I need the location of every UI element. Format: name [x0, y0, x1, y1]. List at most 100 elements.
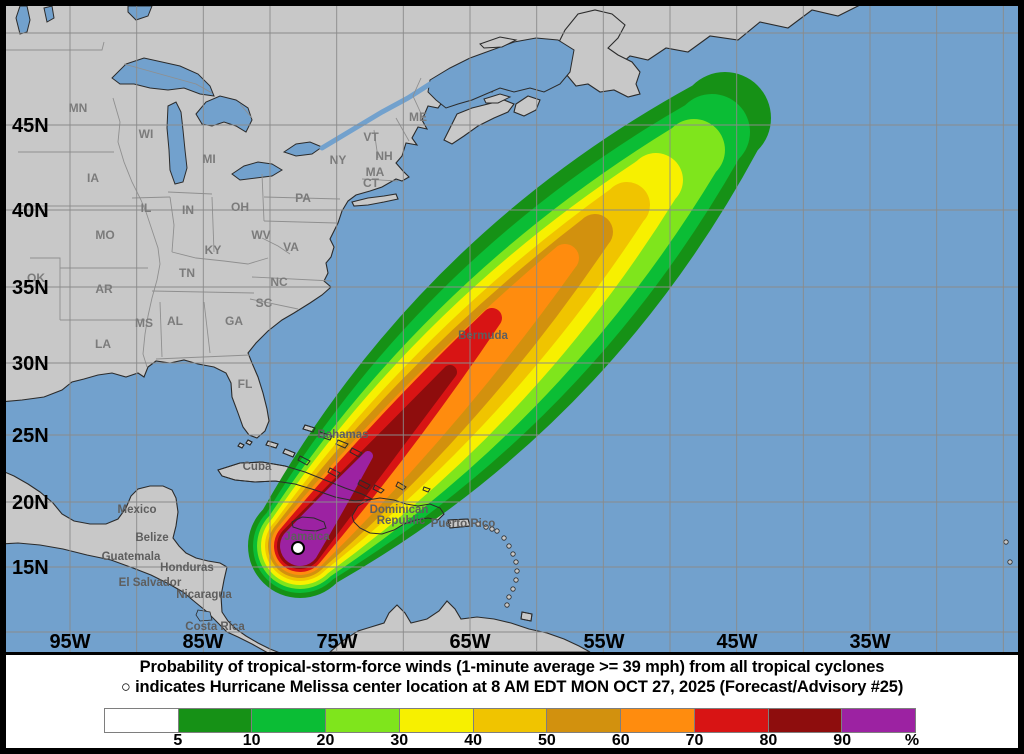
state-label: WI [139, 127, 154, 141]
island [1007, 559, 1013, 565]
state-label: IL [141, 201, 152, 215]
state-label: KY [205, 243, 222, 257]
state-label: ME [409, 110, 427, 124]
longitude-label: 75W [316, 631, 357, 652]
legend-tick: 5 [173, 732, 183, 749]
state-border [131, 196, 171, 199]
state-label: CT [363, 176, 380, 190]
state-label: MI [202, 152, 215, 166]
longitude-label: 35W [849, 631, 890, 652]
longitude-label: 85W [182, 631, 223, 652]
island [479, 36, 518, 49]
state-label: TN [179, 266, 195, 280]
lake [231, 161, 283, 181]
legend-cell [621, 709, 695, 732]
island-outline [245, 439, 253, 446]
place-label: Belize [135, 532, 168, 544]
legend-cell [178, 709, 253, 732]
probability-band-90pct [280, 451, 373, 566]
longitude-label: 95W [49, 631, 90, 652]
state-border [261, 173, 265, 222]
legend-tick: 50 [538, 732, 556, 749]
state-label: MN [69, 101, 88, 115]
state-label: PA [295, 191, 311, 205]
state-label: GA [225, 314, 243, 328]
state-border [6, 41, 105, 51]
legend-cell [105, 709, 179, 732]
island-outline [297, 455, 311, 466]
legend-cell [473, 709, 548, 732]
island [514, 568, 520, 574]
longitude-label: 55W [583, 631, 624, 652]
hurricane-center-marker [291, 541, 305, 555]
state-label: MS [135, 316, 153, 330]
island [494, 528, 500, 534]
landmass [329, 600, 591, 652]
legend-tick: 70 [685, 732, 704, 749]
island-outline [422, 486, 431, 493]
state-label: LA [95, 337, 111, 351]
state-border [171, 251, 269, 265]
latitude-label: 35N [12, 277, 49, 299]
state-border [251, 276, 333, 282]
island [506, 543, 512, 549]
legend-cell [768, 709, 843, 732]
state-border [263, 220, 337, 224]
latitude-label: 25N [12, 425, 49, 447]
island-outline [520, 611, 533, 622]
landmass [513, 95, 541, 117]
state-border [123, 63, 213, 94]
place-label: Mexico [118, 504, 157, 516]
place-label: Cuba [243, 461, 272, 473]
island-outline [217, 461, 374, 502]
island [475, 521, 481, 527]
state-label: SC [256, 296, 273, 310]
landmass [351, 193, 399, 207]
legend-cell [694, 709, 769, 732]
legend-tick: 40 [464, 732, 482, 749]
state-border [261, 237, 291, 255]
state-border [203, 301, 211, 354]
state-border [169, 196, 175, 253]
legend-tick: 80 [759, 732, 778, 749]
place-label: Costa Rica [185, 621, 245, 633]
island-outline [237, 442, 245, 449]
lake [195, 95, 253, 133]
legend-cell [842, 709, 916, 732]
state-label: MA [366, 165, 385, 179]
state-label: VT [363, 130, 379, 144]
state-label: IN [182, 203, 194, 217]
landmass [443, 99, 515, 145]
island [510, 551, 516, 557]
state-label: MO [95, 228, 114, 242]
state-label: OK [27, 271, 45, 285]
legend-tick: 90 [833, 732, 852, 749]
legend-tick: 20 [316, 732, 335, 749]
place-label: Nicaragua [176, 589, 232, 601]
state-border [263, 196, 341, 200]
state-label: VA [283, 240, 299, 254]
island [489, 526, 495, 532]
island [501, 535, 507, 541]
state-label: NY [330, 153, 347, 167]
wind-probability-bands [247, 72, 771, 598]
latitude-label: 30N [12, 353, 49, 375]
probability-legend [104, 708, 916, 733]
latitude-label: 40N [12, 200, 49, 222]
legend-tick: % [904, 732, 920, 749]
legend-tick: 10 [242, 732, 261, 749]
lake [127, 6, 153, 21]
state-border [112, 97, 161, 368]
island-outline [351, 497, 445, 535]
legend-tick: 30 [390, 732, 409, 749]
caption-line-1: Probability of tropical-storm-force wind… [139, 658, 885, 676]
legend-cell [547, 709, 622, 732]
state-border [239, 103, 253, 119]
island-outline [265, 440, 279, 449]
island-outline [357, 479, 371, 490]
island-outline [302, 424, 316, 433]
caption-area: Probability of tropical-storm-force wind… [6, 655, 1018, 749]
